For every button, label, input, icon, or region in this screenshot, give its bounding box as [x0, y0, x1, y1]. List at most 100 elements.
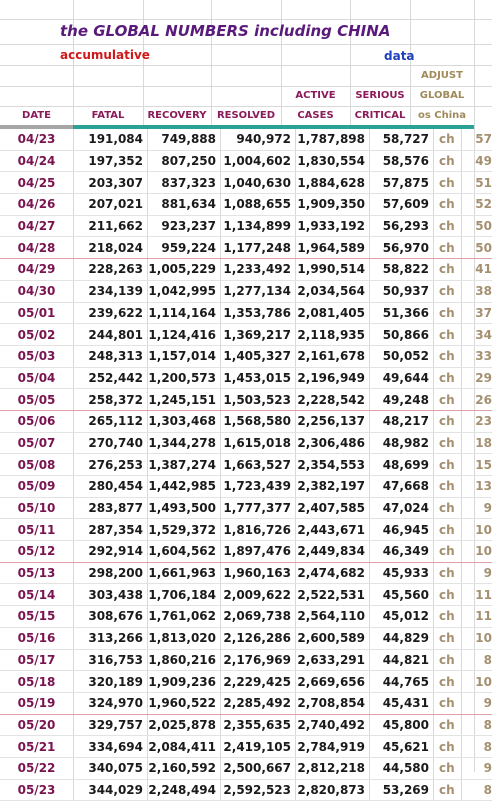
- cell-resolved: 1,088,655: [221, 194, 296, 216]
- cell-resolved: 2,069,738: [221, 606, 296, 628]
- cell-fatal: 265,112: [74, 410, 148, 432]
- cell-adjust: 9: [462, 497, 492, 519]
- cell-date: 04/29: [0, 259, 74, 281]
- cell-date: 05/14: [0, 584, 74, 606]
- cell-date: 05/11: [0, 519, 74, 541]
- cell-recovery: 1,303,468: [148, 410, 221, 432]
- cell-ch: ch: [434, 779, 462, 801]
- gridline: [410, 0, 411, 128]
- cell-date: 05/18: [0, 671, 74, 693]
- cell-adjust: 51: [462, 172, 492, 194]
- cell-active: 2,081,405: [296, 302, 370, 324]
- cell-ch: ch: [434, 476, 462, 498]
- cell-date: 05/08: [0, 454, 74, 476]
- header-adjust-3: os China: [410, 110, 474, 121]
- cell-recovery: 1,114,164: [148, 302, 221, 324]
- cell-fatal: 244,801: [74, 324, 148, 346]
- cell-serious: 45,933: [370, 562, 434, 584]
- header-active-2: CASES: [281, 110, 350, 121]
- cell-fatal: 228,263: [74, 259, 148, 281]
- cell-fatal: 276,253: [74, 454, 148, 476]
- cell-recovery: 881,634: [148, 194, 221, 216]
- cell-adjust: 15: [462, 454, 492, 476]
- subtitle: accumulative: [60, 48, 150, 62]
- cell-ch: ch: [434, 584, 462, 606]
- cell-recovery: 959,224: [148, 237, 221, 259]
- cell-fatal: 283,877: [74, 497, 148, 519]
- cell-active: 2,600,589: [296, 627, 370, 649]
- cell-ch: ch: [434, 215, 462, 237]
- cell-active: 2,812,218: [296, 757, 370, 779]
- cell-resolved: 1,040,630: [221, 172, 296, 194]
- cell-adjust: 8: [462, 779, 492, 801]
- cell-fatal: 287,354: [74, 519, 148, 541]
- cell-recovery: 1,124,416: [148, 324, 221, 346]
- cell-fatal: 191,084: [74, 129, 148, 150]
- cell-active: 1,964,589: [296, 237, 370, 259]
- header-active-1: ACTIVE: [281, 90, 350, 101]
- cell-recovery: 1,387,274: [148, 454, 221, 476]
- cell-adjust: 8: [462, 736, 492, 758]
- cell-adjust: 10: [462, 541, 492, 563]
- cell-active: 1,933,192: [296, 215, 370, 237]
- cell-fatal: 234,139: [74, 280, 148, 302]
- cell-recovery: 2,025,878: [148, 714, 221, 736]
- cell-resolved: 1,723,439: [221, 476, 296, 498]
- cell-resolved: 1,568,580: [221, 410, 296, 432]
- cell-adjust: 50: [462, 215, 492, 237]
- cell-date: 04/25: [0, 172, 74, 194]
- header-recovery: RECOVERY: [143, 110, 211, 121]
- cell-resolved: 1,453,015: [221, 367, 296, 389]
- gridline: [350, 0, 351, 128]
- cell-recovery: 1,529,372: [148, 519, 221, 541]
- cell-date: 04/23: [0, 129, 74, 150]
- cell-active: 1,990,514: [296, 259, 370, 281]
- cell-date: 05/05: [0, 389, 74, 411]
- cell-active: 2,196,949: [296, 367, 370, 389]
- cell-recovery: 1,960,522: [148, 692, 221, 714]
- cell-serious: 45,621: [370, 736, 434, 758]
- cell-recovery: 1,442,985: [148, 476, 221, 498]
- cell-adjust: 26: [462, 389, 492, 411]
- cell-resolved: 2,009,622: [221, 584, 296, 606]
- cell-fatal: 344,029: [74, 779, 148, 801]
- cell-active: 2,443,671: [296, 519, 370, 541]
- cell-ch: ch: [434, 150, 462, 172]
- cell-ch: ch: [434, 736, 462, 758]
- cell-date: 05/02: [0, 324, 74, 346]
- cell-serious: 50,052: [370, 345, 434, 367]
- cell-serious: 46,349: [370, 541, 434, 563]
- cell-date: 04/30: [0, 280, 74, 302]
- cell-ch: ch: [434, 367, 462, 389]
- cell-date: 04/24: [0, 150, 74, 172]
- cell-ch: ch: [434, 172, 462, 194]
- cell-resolved: 1,177,248: [221, 237, 296, 259]
- cell-adjust: 37: [462, 302, 492, 324]
- cell-fatal: 320,189: [74, 671, 148, 693]
- gridline: [211, 0, 212, 128]
- cell-adjust: 50: [462, 237, 492, 259]
- cell-active: 2,034,564: [296, 280, 370, 302]
- cell-date: 05/10: [0, 497, 74, 519]
- cell-resolved: 1,353,786: [221, 302, 296, 324]
- cell-resolved: 1,134,899: [221, 215, 296, 237]
- cell-resolved: 2,500,667: [221, 757, 296, 779]
- cell-resolved: 1,405,327: [221, 345, 296, 367]
- cell-active: 1,787,898: [296, 129, 370, 150]
- cell-date: 05/19: [0, 692, 74, 714]
- cell-serious: 51,366: [370, 302, 434, 324]
- cell-date: 05/07: [0, 432, 74, 454]
- cell-date: 05/03: [0, 345, 74, 367]
